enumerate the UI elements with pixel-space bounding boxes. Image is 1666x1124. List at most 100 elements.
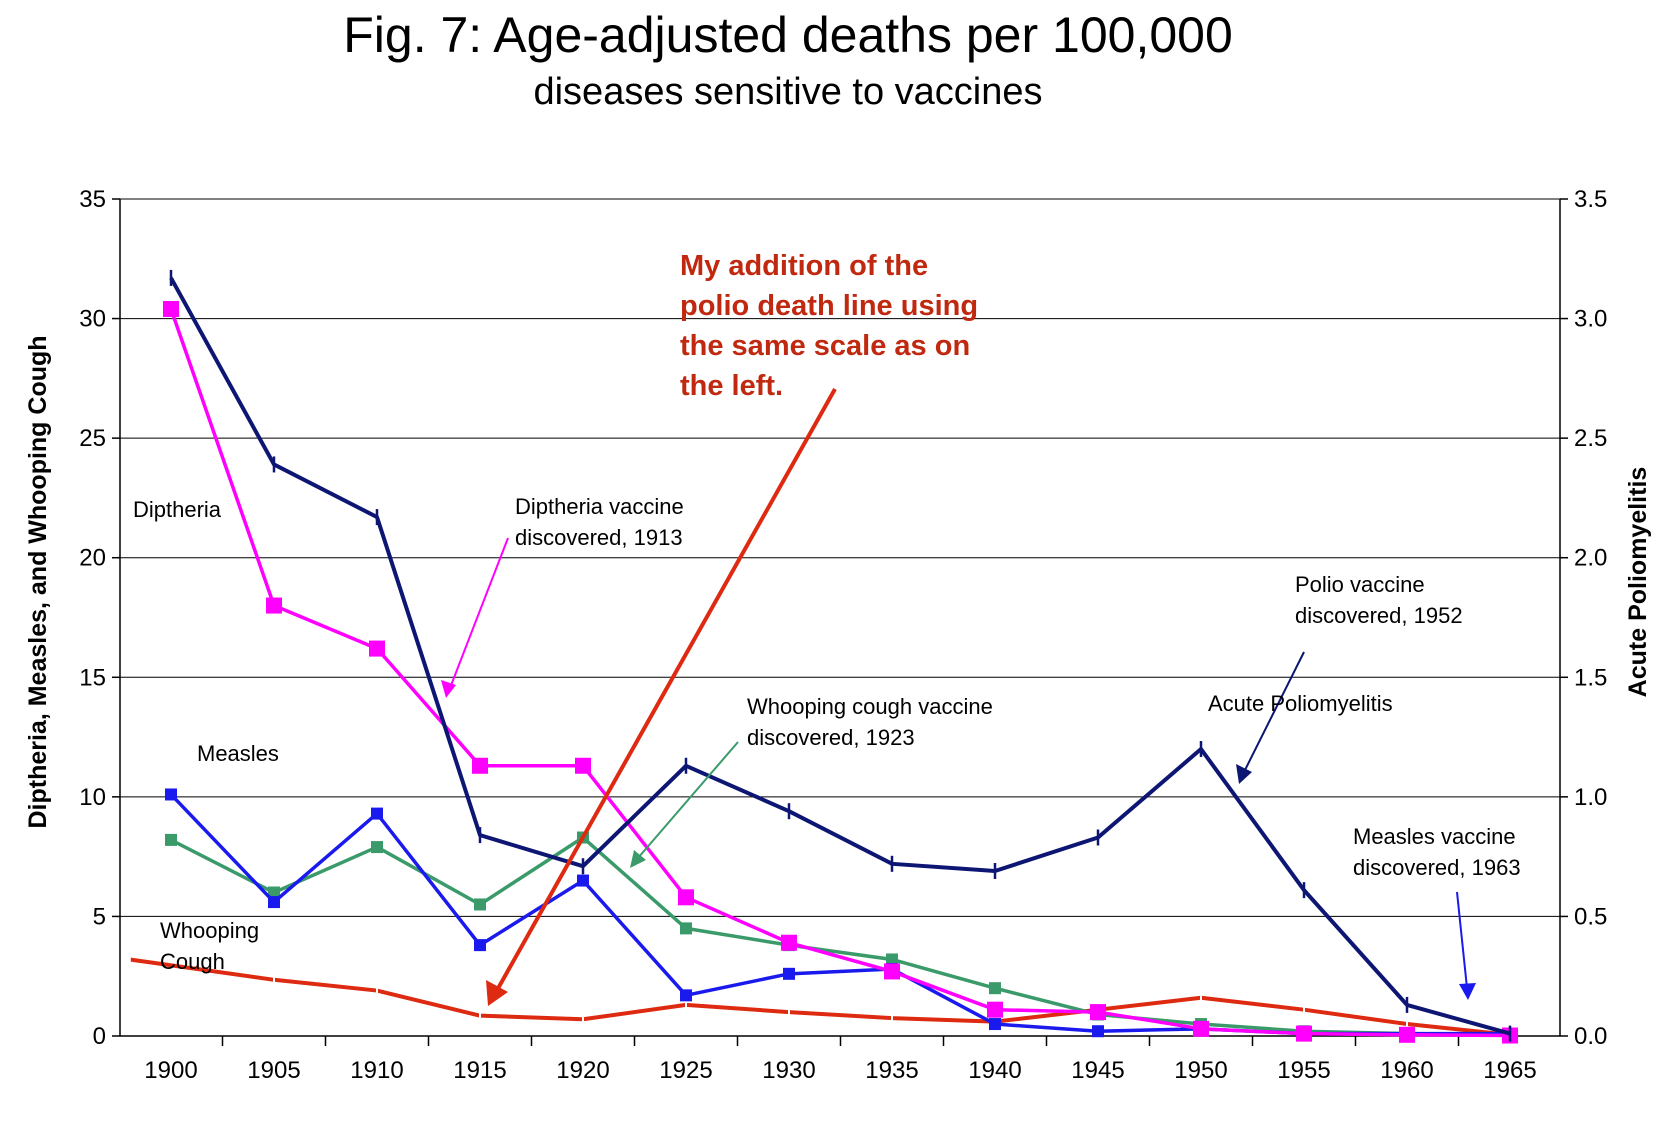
series-line [169, 308, 1511, 1038]
gridlines [120, 198, 1560, 917]
y-tick-label-right: 2.0 [1574, 545, 1607, 572]
data-point [987, 1001, 1003, 1018]
y-tick-label-right: 3.5 [1574, 186, 1607, 213]
x-tick-label: 1945 [1071, 1057, 1124, 1084]
data-point [472, 757, 488, 774]
y-tick-label-right: 1.0 [1574, 784, 1607, 811]
x-tick-label: 1900 [144, 1057, 197, 1084]
y-tick-label-left: 15 [79, 664, 106, 691]
y-axis-left-title: Diptheria, Measles, and Whooping Cough [24, 335, 52, 828]
diptheria-vaccine-arrow [449, 537, 509, 689]
x-tick-label: 1940 [968, 1057, 1021, 1084]
y-tick-label-left: 30 [79, 306, 106, 333]
measles-vaccine-arrowhead [1459, 983, 1476, 1000]
series-line [170, 835, 1511, 1037]
x-tick-labels: 1900 1905 1910 1915 1920 1925 1930 1935 1940 1945… [144, 1057, 1536, 1084]
y-tick-label-left: 10 [79, 784, 106, 811]
y-tick-label-right: 1.5 [1574, 664, 1607, 691]
y-tick-label-left: 20 [79, 545, 106, 572]
left-tick-labels: 0 5 10 15 20 25 30 35 [79, 186, 106, 1050]
label-polio: Acute Poliomyelitis [1208, 691, 1393, 716]
data-point [1090, 1004, 1106, 1021]
whooping-vaccine-line2: discovered, 1923 [747, 725, 915, 750]
data-point [886, 953, 898, 966]
x-tick-label: 1920 [556, 1057, 609, 1084]
data-point [678, 889, 694, 906]
series-line [169, 793, 1510, 1036]
series-acute-poliomyelitis [169, 269, 1512, 1042]
y-tick-label-right: 2.5 [1574, 425, 1607, 452]
y-tick-label-left: 25 [79, 425, 106, 452]
note-arrowhead [486, 980, 508, 1006]
whooping-vaccine-arrowhead [630, 850, 646, 868]
label-whooping-1: Whooping [160, 918, 259, 943]
y-axis-right-title: Acute Poliomyelitis [1624, 467, 1652, 698]
axes [112, 198, 1568, 1046]
x-tick-label: 1910 [350, 1057, 403, 1084]
data-point [783, 967, 795, 980]
y-tick-label-right: 0.5 [1574, 903, 1607, 930]
label-diptheria: Diptheria [133, 497, 222, 522]
data-point [680, 989, 692, 1002]
x-tick-label: 1925 [659, 1057, 712, 1084]
x-tick-label: 1935 [865, 1057, 918, 1084]
x-tick-label: 1955 [1277, 1057, 1330, 1084]
label-measles: Measles [197, 741, 279, 766]
polio-vaccine-arrowhead [1236, 764, 1252, 784]
series-layer [128, 269, 1518, 1044]
data-point [268, 896, 280, 909]
diptheria-vaccine-line1: Diptheria vaccine [515, 494, 684, 519]
data-point [474, 939, 486, 952]
x-tick-label: 1965 [1483, 1057, 1536, 1084]
series-diptheria [163, 301, 1518, 1044]
y-tick-label-left: 0 [93, 1023, 106, 1050]
polio-vaccine-arrow [1243, 651, 1305, 773]
data-point [163, 301, 179, 318]
data-point [165, 788, 177, 801]
series-measles [165, 788, 1516, 1040]
label-whooping-2: Cough [160, 949, 225, 974]
y-tick-label-right: 0.0 [1574, 1023, 1607, 1050]
series-line [129, 957, 1511, 1037]
data-point [474, 898, 486, 911]
y-tick-label-left: 35 [79, 186, 106, 213]
data-point [1296, 1025, 1312, 1042]
y-tick-label-left: 5 [93, 903, 106, 930]
note-arrow [494, 388, 837, 993]
measles-vaccine-arrow [1456, 891, 1468, 989]
note-line1: My addition of the [680, 250, 928, 282]
data-point [1399, 1026, 1415, 1043]
data-point [989, 982, 1001, 995]
data-point [680, 922, 692, 935]
x-tick-label: 1905 [247, 1057, 300, 1084]
whooping-vaccine-line1: Whooping cough vaccine [747, 694, 993, 719]
chart-title: Fig. 7: Age-adjusted deaths per 100,000 [343, 7, 1233, 63]
data-point [369, 640, 385, 657]
added-note: My addition of the polio death line usin… [680, 250, 978, 402]
whooping-vaccine-arrow [637, 741, 739, 859]
x-tick-label: 1950 [1174, 1057, 1227, 1084]
data-point [781, 934, 797, 951]
measles-vaccine-line2: discovered, 1963 [1353, 855, 1521, 880]
x-tick-label: 1915 [453, 1057, 506, 1084]
right-tick-labels: 0.0 0.5 1.0 1.5 2.0 2.5 3.0 3.5 [1574, 186, 1607, 1050]
diptheria-vaccine-line2: discovered, 1913 [515, 525, 683, 550]
x-tick-label: 1930 [762, 1057, 815, 1084]
diptheria-vaccine-arrowhead [441, 680, 456, 698]
data-point [371, 841, 383, 854]
note-line3: the same scale as on [680, 330, 970, 362]
measles-vaccine-line1: Measles vaccine [1353, 824, 1516, 849]
data-point [575, 757, 591, 774]
data-point [165, 833, 177, 846]
chart-subtitle: diseases sensitive to vaccines [533, 71, 1042, 113]
note-line2: polio death line using [680, 290, 978, 322]
y-tick-label-right: 3.0 [1574, 306, 1607, 333]
note-line4: the left. [680, 370, 783, 402]
data-point [371, 807, 383, 820]
data-point [268, 886, 280, 899]
series-line [169, 276, 1511, 1036]
annotation-arrows [441, 388, 1476, 1006]
x-tick-label: 1960 [1380, 1057, 1433, 1084]
polio-vaccine-line2: discovered, 1952 [1295, 603, 1463, 628]
